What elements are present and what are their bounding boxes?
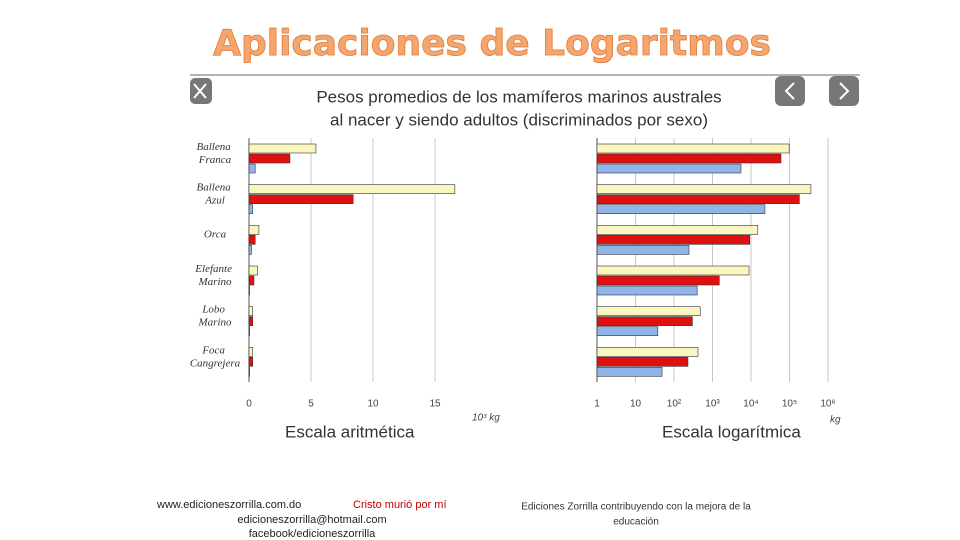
bar: [596, 306, 701, 316]
bar: [596, 265, 750, 276]
bar: [248, 184, 456, 194]
bar: [596, 367, 663, 377]
bar: [596, 235, 751, 245]
category-label: Ballena Azul: [197, 181, 234, 206]
next-button[interactable]: [829, 76, 859, 106]
bar: [596, 326, 659, 336]
image-panel: [190, 75, 860, 450]
category-label: Orca: [204, 228, 227, 240]
figure-title-2: al nacer y siendo adultos (discriminados…: [330, 110, 708, 129]
x-axis-title: Escala logarítmica: [662, 422, 801, 441]
footer-facebook: facebook/edicioneszorrilla: [249, 528, 376, 540]
bar: [596, 204, 766, 214]
bar: [596, 357, 689, 367]
bar: [596, 347, 699, 357]
bar: [248, 153, 291, 164]
footer-email: edicioneszorrilla@hotmail.com: [237, 514, 386, 526]
footer-note-2: educación: [613, 517, 659, 528]
bar: [596, 194, 800, 204]
bar: [596, 316, 693, 326]
bar: [248, 357, 254, 367]
bar: [248, 367, 250, 377]
category-label: Foca Cangrejera: [190, 344, 241, 369]
slide-title: Aplicaciones de Logaritmos: [213, 23, 771, 64]
next-icon[interactable]: [839, 82, 850, 100]
x-tick-label: 10⁵: [782, 399, 797, 410]
bar: [248, 143, 317, 154]
close-icon[interactable]: [193, 83, 207, 99]
bar: [596, 245, 690, 255]
bar: [596, 275, 720, 286]
bar: [596, 225, 759, 235]
footer-web: www.edicioneszorrilla.com.do: [156, 499, 301, 511]
bar: [248, 245, 252, 255]
x-tick-label: 10⁶: [820, 399, 835, 410]
x-tick-label: 10²: [667, 399, 682, 410]
bar: [248, 326, 250, 336]
category-label: Lobo Marino: [198, 303, 233, 328]
prev-icon[interactable]: [784, 82, 795, 100]
category-label: Ballena Franca: [197, 141, 234, 166]
x-axis-unit: kg: [830, 415, 841, 426]
bar: [248, 163, 256, 174]
x-tick-label: 10: [630, 399, 642, 410]
bar: [596, 285, 698, 296]
bar: [248, 194, 354, 204]
bar: [248, 347, 254, 357]
bar: [248, 275, 255, 286]
bar: [248, 235, 256, 245]
x-tick-label: 15: [429, 399, 441, 410]
figure-title-1: Pesos promedios de los mamíferos marinos…: [316, 87, 721, 106]
x-tick-label: 0: [246, 399, 252, 410]
x-tick-label: 10⁴: [743, 399, 758, 410]
x-tick-label: 10: [367, 399, 379, 410]
x-axis-unit: 10³ kg: [472, 413, 500, 424]
bar: [596, 184, 812, 194]
prev-bg[interactable]: [775, 76, 805, 106]
x-axis-title: Escala aritmética: [285, 422, 415, 441]
bar: [248, 265, 258, 276]
footer-motto: Cristo murió por mí: [353, 499, 447, 511]
prev-button[interactable]: [775, 76, 805, 106]
bar: [248, 204, 254, 214]
bar: [248, 285, 250, 296]
bar: [248, 306, 254, 316]
x-tick-label: 5: [308, 399, 314, 410]
bar: [596, 143, 790, 154]
bar: [248, 316, 254, 326]
bar: [596, 163, 742, 174]
bar: [596, 153, 782, 164]
footer-note-1: Ediciones Zorrilla contribuyendo con la …: [521, 502, 751, 513]
next-bg[interactable]: [829, 76, 859, 106]
x-tick-label: 1: [594, 399, 600, 410]
close-button[interactable]: [190, 78, 212, 104]
category-label: Elefante Marino: [194, 263, 234, 288]
bar: [248, 225, 260, 235]
x-tick-label: 10³: [705, 399, 720, 410]
